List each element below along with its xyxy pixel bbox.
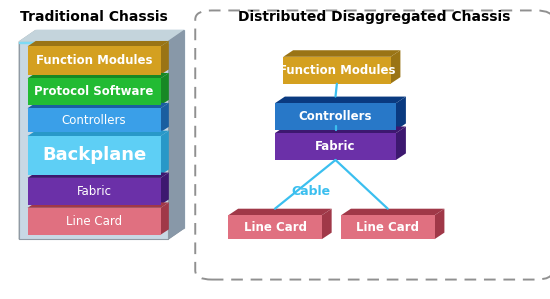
Bar (28, 78, 161, 105)
Polygon shape (275, 126, 406, 133)
Text: Controllers: Controllers (299, 110, 372, 123)
Polygon shape (322, 209, 332, 239)
Polygon shape (161, 131, 169, 175)
Text: Backplane: Backplane (42, 147, 146, 164)
Bar (228, 215, 322, 239)
Text: Function Modules: Function Modules (279, 64, 395, 77)
Polygon shape (161, 202, 169, 235)
FancyBboxPatch shape (195, 10, 550, 280)
Polygon shape (161, 41, 169, 75)
Polygon shape (28, 103, 169, 108)
Bar (28, 108, 161, 132)
Bar (19, 42, 168, 239)
Bar (28, 178, 161, 205)
Text: Function Modules: Function Modules (36, 54, 152, 67)
Text: Fabric: Fabric (76, 185, 112, 198)
Bar (275, 103, 396, 130)
Text: Line Card: Line Card (66, 215, 122, 228)
Text: Distributed Disaggregated Chassis: Distributed Disaggregated Chassis (238, 10, 510, 25)
Polygon shape (161, 103, 169, 132)
Polygon shape (283, 50, 400, 57)
Bar (28, 46, 161, 75)
Polygon shape (28, 173, 169, 178)
Polygon shape (28, 131, 169, 136)
Polygon shape (161, 173, 169, 205)
Polygon shape (28, 73, 169, 78)
Bar (283, 57, 390, 84)
Bar (28, 208, 161, 235)
Text: Line Card: Line Card (356, 221, 419, 234)
Text: Line Card: Line Card (244, 221, 306, 234)
Polygon shape (390, 50, 400, 84)
Polygon shape (28, 202, 169, 208)
Text: Fabric: Fabric (315, 140, 356, 153)
Bar (275, 133, 396, 160)
Text: Cable: Cable (291, 185, 331, 198)
Bar (341, 215, 434, 239)
Polygon shape (28, 41, 169, 46)
Polygon shape (19, 30, 184, 42)
Polygon shape (396, 97, 406, 130)
Polygon shape (434, 209, 444, 239)
Polygon shape (228, 209, 332, 215)
Polygon shape (341, 209, 444, 215)
Polygon shape (161, 73, 169, 105)
Bar (28, 136, 161, 175)
Polygon shape (19, 42, 168, 43)
Polygon shape (275, 97, 406, 103)
Polygon shape (19, 30, 36, 239)
Polygon shape (36, 30, 184, 228)
Text: Protocol Software: Protocol Software (34, 85, 154, 98)
Text: Traditional Chassis: Traditional Chassis (20, 10, 167, 25)
Polygon shape (19, 228, 184, 239)
Polygon shape (396, 126, 406, 160)
Polygon shape (168, 30, 184, 239)
Text: Controllers: Controllers (62, 114, 126, 127)
